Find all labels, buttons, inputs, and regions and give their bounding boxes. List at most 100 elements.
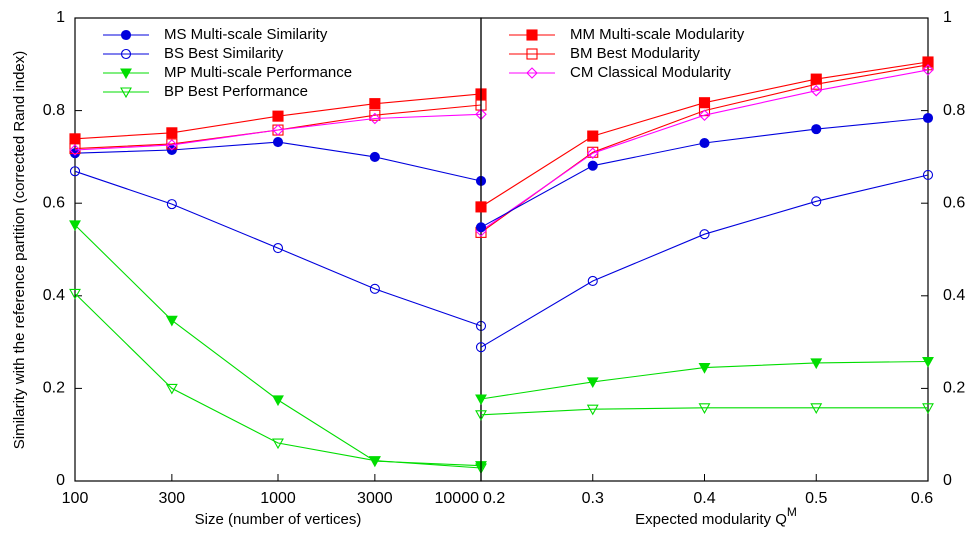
series-line-bs bbox=[74, 170, 482, 327]
legend-swatch-marker bbox=[526, 29, 538, 41]
x-tick-label: 0.5 bbox=[805, 490, 827, 507]
legend-item-cm: CM Classical Modularity bbox=[509, 64, 731, 81]
right-x-axis-label: Expected modularity QM bbox=[635, 505, 797, 528]
series-line-mm bbox=[480, 61, 929, 208]
data-point-bp bbox=[586, 404, 599, 416]
legend-item-bm: BM Best Modularity bbox=[509, 45, 701, 62]
legend-label: CM Classical Modularity bbox=[570, 64, 731, 81]
data-point-bp bbox=[922, 403, 934, 414]
data-point-mm bbox=[369, 98, 381, 110]
data-point-mp bbox=[698, 363, 711, 374]
legend-swatch-marker bbox=[120, 29, 132, 41]
data-point-cm bbox=[369, 112, 381, 125]
series-bp bbox=[475, 403, 934, 421]
data-point-ms bbox=[475, 222, 487, 233]
y-axis-label: Similarity with the reference partition … bbox=[11, 51, 28, 450]
y-tick-label: 0.6 bbox=[43, 194, 65, 211]
data-point-mm bbox=[272, 110, 284, 122]
data-point-bs bbox=[699, 229, 710, 240]
y-tick-label: 0.2 bbox=[43, 380, 65, 397]
series-bp bbox=[69, 288, 487, 475]
series-bs bbox=[69, 166, 487, 331]
series-ms bbox=[69, 137, 487, 187]
right-panel: 0 0.2 0.4 0.6 0.8 1 0.2 0.3 0.4 0.5 0.6 MM Multi-s… bbox=[475, 9, 965, 528]
legend-swatch-marker bbox=[120, 87, 132, 99]
left-x-axis-label: Size (number of vertices) bbox=[195, 511, 362, 528]
series-line-ms bbox=[74, 141, 482, 182]
y-tick-label: 0.2 bbox=[943, 380, 965, 397]
data-point-cm bbox=[166, 139, 178, 151]
series-line-bp bbox=[480, 407, 928, 416]
data-point-mm bbox=[475, 201, 487, 213]
series-ms bbox=[475, 112, 934, 233]
series-line-bs bbox=[480, 174, 929, 348]
series-line-bp bbox=[74, 293, 482, 469]
left-legend: MS Multi-scale Similarity BS Best Similar… bbox=[103, 26, 352, 100]
data-point-bm bbox=[369, 109, 381, 121]
y-tick-label: 0.8 bbox=[43, 102, 65, 119]
legend-label: MP Multi-scale Performance bbox=[164, 64, 352, 81]
legend-swatch-marker bbox=[526, 67, 538, 79]
data-point-bm bbox=[587, 146, 599, 158]
data-point-bs bbox=[811, 196, 822, 207]
series-line-mp bbox=[74, 224, 482, 467]
data-point-cm bbox=[698, 109, 711, 122]
legend-label: MS Multi-scale Similarity bbox=[164, 26, 328, 43]
legend-label: MM Multi-scale Modularity bbox=[570, 26, 745, 43]
legend-item-bs: BS Best Similarity bbox=[103, 45, 284, 62]
data-point-bs bbox=[166, 199, 177, 210]
x-tick-label: 0.6 bbox=[911, 490, 933, 507]
right-x-axis-label-text: Expected modularity Q bbox=[635, 511, 787, 528]
data-point-mm bbox=[587, 130, 599, 142]
y-tick-label: 0.8 bbox=[943, 102, 965, 119]
legend-item-bp: BP Best Performance bbox=[103, 83, 308, 100]
data-point-bs bbox=[922, 169, 934, 181]
data-point-mm bbox=[166, 127, 178, 139]
y-tick-label: 0 bbox=[56, 472, 65, 489]
data-point-mp bbox=[69, 220, 81, 232]
series-bs bbox=[475, 169, 934, 353]
data-point-cm bbox=[586, 147, 599, 159]
data-point-bp bbox=[368, 456, 381, 467]
data-point-mp bbox=[586, 377, 599, 389]
x-tick-label: 0.2 bbox=[483, 490, 505, 507]
data-point-mp bbox=[272, 395, 284, 407]
series-cm bbox=[69, 108, 487, 156]
data-point-mm bbox=[69, 133, 81, 145]
y-tick-label: 1 bbox=[56, 9, 65, 26]
x-tick-label: 1000 bbox=[260, 490, 296, 507]
data-point-bm bbox=[922, 59, 934, 71]
data-point-bp bbox=[69, 288, 81, 300]
data-point-mp bbox=[810, 358, 823, 370]
data-point-bs bbox=[272, 243, 284, 254]
series-bm bbox=[475, 59, 934, 238]
series-line-ms bbox=[480, 117, 929, 228]
right-x-axis-label-superscript: M bbox=[787, 505, 797, 519]
left-panel: 0 0.2 0.4 0.6 0.8 1 100 300 1000 3000 10000 MS Mul… bbox=[43, 9, 487, 528]
data-point-ms bbox=[587, 160, 598, 171]
legend-swatch-marker bbox=[120, 68, 132, 80]
x-tick-label: 3000 bbox=[357, 490, 393, 507]
data-point-mm bbox=[698, 97, 711, 109]
legend-item-mp: MP Multi-scale Performance bbox=[103, 64, 352, 81]
y-tick-label: 1 bbox=[943, 9, 952, 26]
x-tick-label: 300 bbox=[159, 490, 186, 507]
data-point-bm bbox=[69, 143, 81, 155]
data-point-bp bbox=[810, 403, 823, 414]
legend-item-mm: MM Multi-scale Modularity bbox=[509, 26, 745, 43]
series-line-cm bbox=[480, 69, 929, 232]
data-point-cm bbox=[810, 84, 823, 97]
data-point-bp bbox=[165, 383, 178, 395]
data-point-bp bbox=[698, 403, 711, 414]
data-point-cm bbox=[922, 64, 934, 76]
series-mp bbox=[475, 356, 934, 406]
x-tick-label: 0.3 bbox=[582, 490, 604, 507]
data-point-bs bbox=[475, 342, 487, 353]
data-point-bs bbox=[587, 275, 598, 287]
data-point-bs bbox=[369, 283, 380, 294]
data-point-ms bbox=[272, 137, 284, 148]
data-point-ms bbox=[369, 151, 380, 162]
y-tick-label: 0.6 bbox=[943, 194, 965, 211]
series-line-bm bbox=[480, 64, 929, 233]
